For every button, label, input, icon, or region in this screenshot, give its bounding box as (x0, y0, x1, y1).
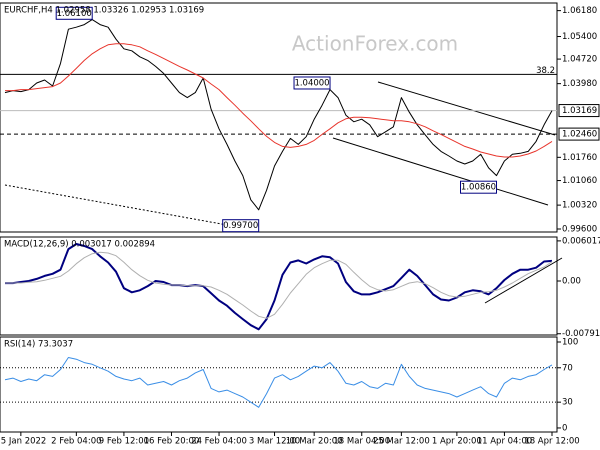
x-tick-label: 16 Feb 20:00 (144, 437, 200, 447)
y-tick-label: 100 (562, 337, 578, 347)
level-label-box (558, 127, 600, 141)
series-line (5, 251, 553, 319)
panel-frame (0, 2, 558, 233)
y-tick-label: 1.05400 (562, 32, 597, 42)
series-line (4, 19, 553, 211)
level-name: 38.2 (536, 66, 555, 76)
x-tick-label: 25 Jan 2022 (0, 437, 46, 447)
channel-lower (332, 137, 549, 206)
y-tick-label: 0 (562, 423, 567, 433)
y-tick-label: 1.01760 (562, 153, 597, 163)
annotation-label: 1.00860 (461, 183, 496, 193)
annotation-box (460, 180, 498, 194)
watermark: ActionForex.com (292, 32, 458, 56)
x-tick-label: 18 Apr 12:00 (524, 437, 579, 447)
y-tick-label: 1.01060 (562, 176, 597, 186)
y-tick-label: 70 (562, 363, 573, 373)
y-tick-label: 1.03980 (562, 79, 597, 89)
panel-title: EURCHF,H4 1.02958 1.03326 1.02953 1.0316… (4, 6, 204, 16)
y-tick-label: 30 (562, 398, 573, 408)
x-tick-label: 24 Feb 04:00 (191, 437, 247, 447)
x-tick-label: 3 Mar 12:00 (249, 437, 300, 447)
macd-trendline (484, 257, 563, 304)
x-tick-label: 25 Mar 12:00 (373, 437, 430, 447)
annotation-box (222, 219, 260, 233)
y-tick-label: 1.06180 (562, 6, 597, 16)
panel-frame (0, 236, 558, 336)
panel-title: RSI(14) 73.3037 (4, 340, 73, 350)
annotation-box (55, 6, 93, 20)
annotation-box (293, 76, 331, 90)
x-tick-label: 10 Mar 20:00 (286, 437, 343, 447)
annotation-label: 1.04000 (294, 78, 329, 88)
annotation-label: 1.06100 (57, 9, 92, 19)
y-tick-label: 1.04720 (562, 55, 597, 65)
y-tick-label: 0.99600 (562, 225, 597, 235)
y-tick-label: -0.007911 (562, 329, 600, 339)
x-tick-label: 18 Mar 04:00 (333, 437, 390, 447)
channel-upper (377, 81, 556, 136)
panel-title: MACD(12,26,9) 0.003017 0.002894 (4, 240, 155, 250)
x-tick-label: 9 Feb 12:00 (99, 437, 149, 447)
y-tick-label: 0.00 (562, 277, 581, 287)
last-price-label: 1.03169 (562, 106, 597, 116)
x-tick-label: 1 Apr 20:00 (432, 437, 482, 447)
x-tick-label: 11 Apr 04:00 (477, 437, 532, 447)
x-tick-label: 2 Feb 04:00 (51, 437, 101, 447)
series-line (4, 357, 553, 408)
panel-frame (0, 336, 558, 433)
series-line (5, 43, 553, 158)
y-tick-label: 1.00320 (562, 201, 597, 211)
last-price-box (558, 104, 600, 118)
annotation-label: 0.99700 (223, 221, 258, 231)
level-label: 1.02460 (562, 130, 597, 140)
y-tick-label: 0.006017 (562, 236, 600, 246)
